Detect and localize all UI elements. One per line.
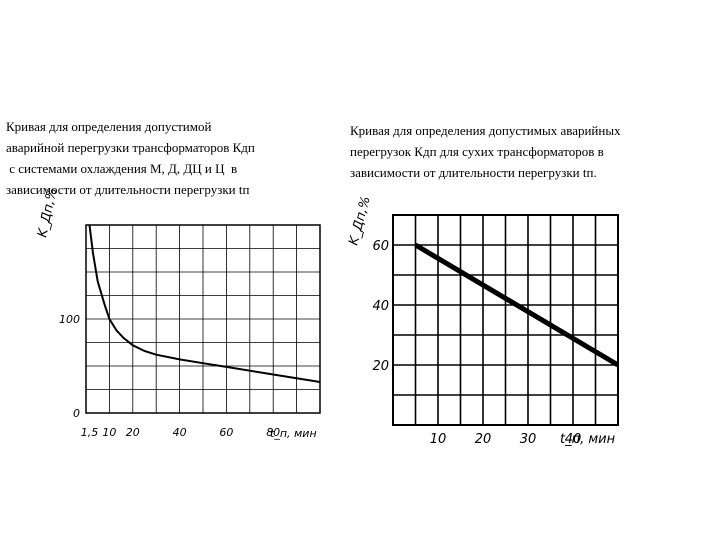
- right-y-tick-label: 60: [372, 239, 389, 254]
- left-x-tick-label: 20: [126, 426, 140, 439]
- left-x-tick-label: 1,5: [81, 426, 99, 439]
- left-x-tick-label: 80: [266, 426, 280, 439]
- right-x-tick-label: 40: [565, 432, 582, 447]
- left-x-tick-label: 60: [219, 426, 233, 439]
- left-x-tick-label: 40: [173, 426, 187, 439]
- left-caption: Кривая для определения допустимой аварийн…: [6, 116, 255, 200]
- left-plot-frame: [85, 224, 321, 414]
- right-y-ticks: 20 40 60: [372, 239, 389, 374]
- left-y-ticks: 0 100: [59, 313, 80, 420]
- right-ylabel: K_Дп,%: [346, 195, 373, 247]
- right-data-line: [414, 242, 620, 368]
- right-x-tick-label: 20: [475, 432, 492, 447]
- left-x-tick-label: 10: [102, 426, 116, 439]
- right-plot-frame: [392, 214, 619, 426]
- right-grid: [393, 215, 618, 425]
- left-ylabel: K_Дп,%: [35, 187, 60, 239]
- right-y-tick-label: 40: [372, 299, 389, 314]
- right-x-tick-label: 30: [520, 432, 537, 447]
- left-x-ticks: 1,5 10 20 40 60 80: [81, 426, 280, 439]
- left-caption-line: аварийной перегрузки трансформаторов Кдп: [6, 140, 255, 155]
- right-x-ticks: 10 20 30 40: [430, 432, 582, 447]
- left-caption-line: с системами охлаждения М, Д, ДЦ и Ц в: [6, 161, 238, 176]
- right-caption-line: Кривая для определения допустимых аварий…: [350, 123, 621, 138]
- left-grid: [86, 225, 320, 413]
- right-xlabel: t_п, мин: [560, 432, 616, 447]
- left-caption-line: зависимости от длительности перегрузки t…: [6, 182, 250, 197]
- left-xlabel: t_п, мин: [270, 427, 317, 440]
- left-y-tick-label: 100: [59, 313, 80, 326]
- right-caption: Кривая для определения допустимых аварий…: [350, 120, 621, 183]
- right-caption-line: перегрузок Кдп для сухих трансформаторов…: [350, 144, 604, 159]
- right-y-tick-label: 20: [372, 359, 389, 374]
- left-caption-line: Кривая для определения допустимой: [6, 119, 212, 134]
- left-chart: K_Дп,% t_п, мин 1,5 10 20 40 60 80 0 100: [35, 187, 321, 440]
- left-y-tick-label: 0: [73, 407, 80, 420]
- right-chart: K_Дп,% t_п, мин 10 20 30 40 20 40 60: [346, 195, 620, 447]
- right-x-tick-label: 10: [430, 432, 447, 447]
- left-data-curve: [88, 224, 321, 383]
- right-caption-line: зависимости от длительности перегрузки t…: [350, 165, 597, 180]
